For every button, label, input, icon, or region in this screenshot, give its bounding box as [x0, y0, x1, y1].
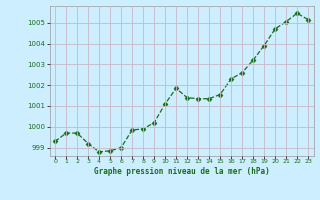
X-axis label: Graphe pression niveau de la mer (hPa): Graphe pression niveau de la mer (hPa)	[94, 167, 269, 176]
